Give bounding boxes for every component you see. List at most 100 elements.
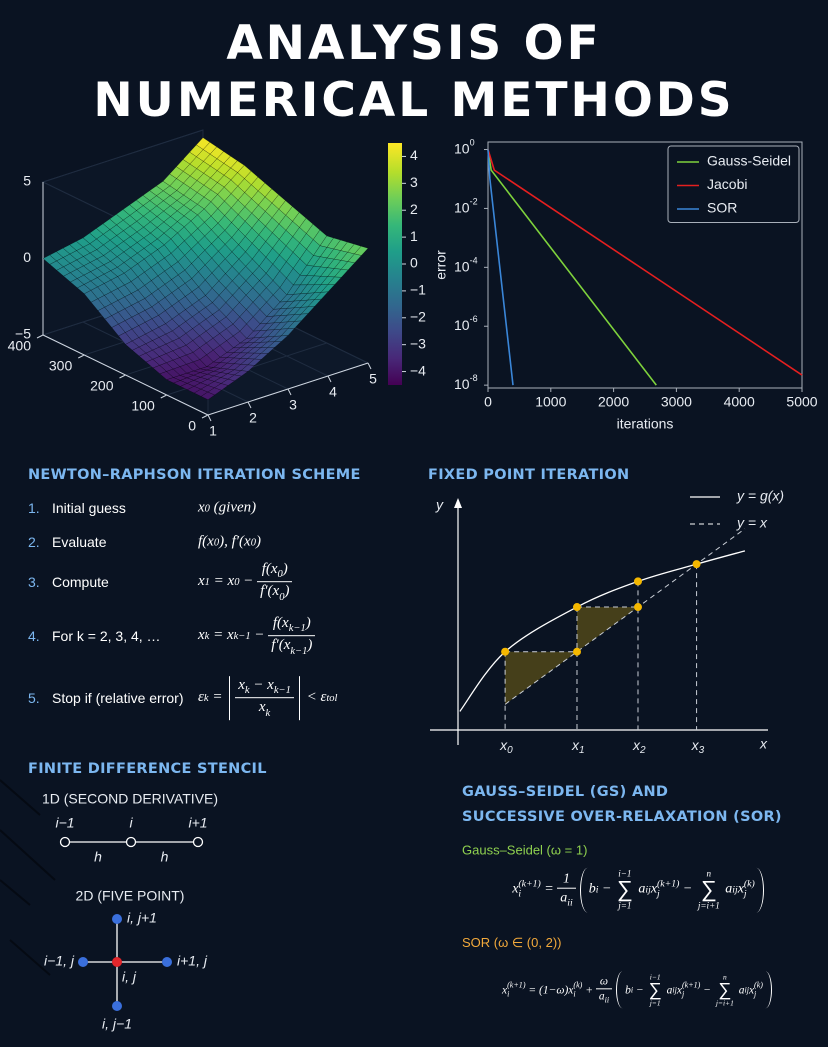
fraction: f(xk−1) f′(xk−1) — [268, 614, 316, 658]
sigma: ∑ — [700, 876, 717, 902]
label-sub: 3 — [699, 745, 705, 756]
surface-patch — [245, 242, 260, 260]
surface-patch — [164, 252, 179, 267]
legend-label: y = g(x) — [736, 488, 784, 504]
sub-sup: (k+1) i — [507, 981, 525, 999]
surface-patch — [237, 192, 252, 208]
x-tick-label: 4000 — [724, 394, 755, 410]
fraction: f(x0) f′(x0) — [257, 560, 293, 604]
surface-patch — [151, 288, 166, 303]
y-tick-label: 10-6 — [454, 315, 478, 333]
surface-patch — [191, 256, 206, 273]
surface-patch — [225, 280, 240, 296]
surface-patch — [158, 343, 174, 354]
series-line — [487, 149, 803, 376]
denominator: f′(xk−1) — [268, 637, 315, 658]
surface-patch — [244, 227, 260, 244]
series-line — [487, 149, 657, 386]
formula: f(x 0), f′(x 0) — [198, 534, 261, 551]
surface-patch — [273, 328, 289, 337]
step-label: For k = 2, 3, 4, … — [52, 628, 161, 644]
surface-patch — [211, 280, 227, 296]
subscript: tol — [326, 692, 337, 704]
tick-mark — [287, 388, 292, 396]
label-sub: 0 — [507, 745, 513, 756]
math-text: i−1 — [618, 868, 632, 879]
colorbar-tick-label: 1 — [410, 228, 418, 244]
node-label: i−1, j — [44, 953, 75, 969]
surface-patch — [211, 250, 226, 267]
surface-patch — [183, 220, 199, 236]
decor-streaks — [0, 779, 56, 976]
surface-patch — [150, 238, 165, 250]
math-text: k−1 — [233, 631, 251, 642]
subscript: k−1 — [290, 645, 307, 657]
y-tick-label: 200 — [90, 378, 114, 394]
math-text: j — [743, 889, 747, 900]
sigma: ∑ — [648, 978, 662, 1000]
surface-patch — [129, 199, 144, 211]
math-text: 0 — [204, 503, 210, 514]
tick-mark — [367, 362, 372, 370]
surface-patch — [232, 287, 247, 303]
node-label: i, j−1 — [102, 1016, 132, 1032]
surface-patch — [191, 286, 206, 301]
subscript: i — [518, 889, 540, 900]
axis-line — [207, 362, 369, 416]
surface-patch — [156, 200, 171, 212]
math-text: = — [208, 689, 227, 706]
surface-patch — [205, 287, 220, 303]
surface-patch — [172, 357, 188, 367]
legend-box — [667, 145, 800, 223]
surface-patch — [75, 237, 91, 248]
surface-patch — [239, 294, 254, 310]
series-line — [487, 149, 514, 386]
surface-patch — [238, 251, 253, 267]
math-text: i — [507, 989, 510, 998]
surface-patch — [184, 234, 199, 250]
surface-patch — [136, 205, 151, 217]
math-text: k — [204, 631, 210, 642]
superscript: (k+1) — [657, 879, 679, 890]
surface-patch — [223, 155, 238, 169]
surface-patch — [82, 243, 98, 254]
fraction: xk − xk−1 xk — [235, 676, 294, 720]
label-sub: 2 — [639, 745, 646, 756]
surface-patch — [197, 221, 212, 237]
surface-patch — [195, 137, 211, 150]
step-number: 1. — [28, 500, 40, 516]
y-axis-label: error — [433, 250, 449, 280]
surface-patch — [163, 238, 179, 254]
x-tick-label: 2000 — [598, 394, 629, 410]
x-tick-label: x1 — [571, 737, 585, 756]
colorbar-tick-label: −1 — [410, 282, 426, 298]
math-text: − — [679, 882, 696, 897]
surface-patch — [155, 180, 171, 192]
colorbar-tick-label: 2 — [410, 201, 418, 217]
surface-patch — [196, 172, 211, 186]
surface-patch — [152, 346, 167, 357]
surface-patch — [200, 366, 214, 371]
subscript: k−1 — [289, 622, 306, 634]
subscript: j — [682, 989, 700, 998]
math-text: x — [502, 984, 508, 996]
surface-patch — [190, 228, 206, 243]
surface-patch — [197, 208, 212, 223]
y-tick-label: 10-8 — [454, 374, 478, 392]
surface-patch — [273, 335, 289, 342]
sum-lower: j=1 — [618, 901, 631, 910]
y-tick-label: 10-2 — [454, 197, 478, 215]
sigma: ∑ — [718, 978, 732, 1000]
math-text: a — [598, 990, 605, 1003]
surface-patch — [232, 316, 247, 332]
sub-sup: (k+1) j — [682, 981, 700, 999]
label-base: x — [571, 737, 580, 753]
math-text: x — [198, 573, 205, 590]
surface-patch — [118, 332, 133, 345]
surface-patch — [220, 378, 236, 386]
sigma: ∑ — [616, 876, 633, 902]
math-text: a — [721, 882, 733, 897]
x-tick-label: 0 — [484, 394, 492, 410]
